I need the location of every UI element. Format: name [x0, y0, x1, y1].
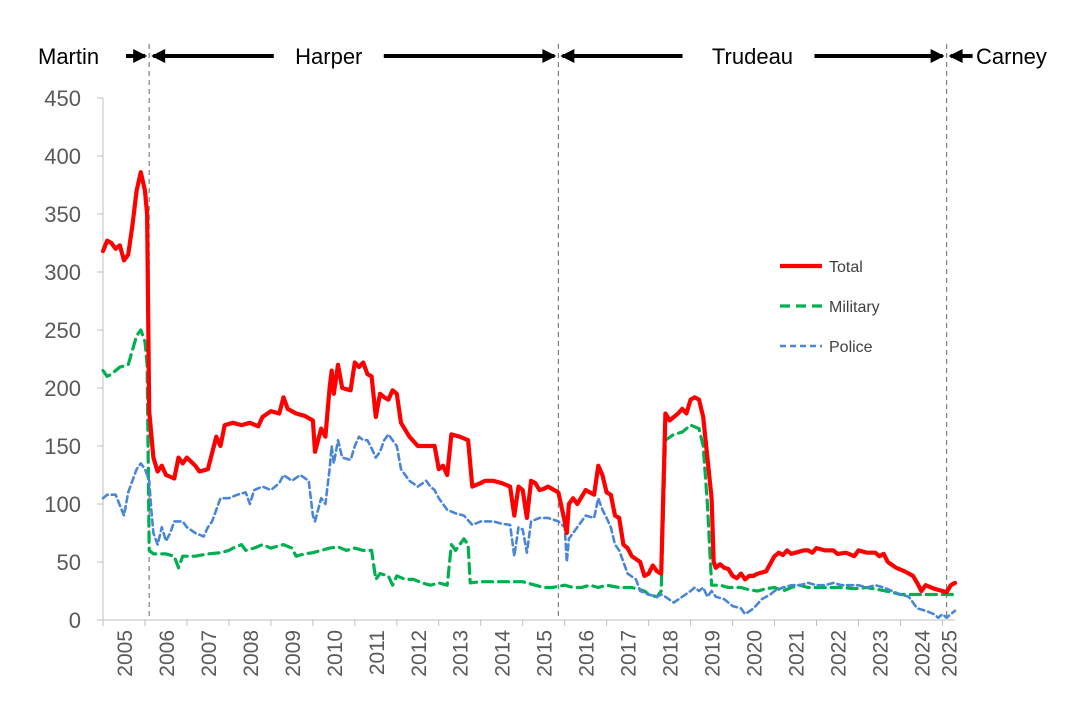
y-tick-label: 300: [44, 260, 81, 285]
y-tick-label: 0: [69, 608, 81, 633]
x-tick-label: 2005: [114, 630, 137, 677]
series-lines: [100, 170, 958, 620]
y-tick-label: 50: [57, 550, 81, 575]
y-tick-label: 150: [44, 434, 81, 459]
x-tick-label: 2016: [576, 630, 599, 677]
x-tick-label: 2007: [198, 630, 221, 677]
y-tick-label: 100: [44, 492, 81, 517]
era-annotations: Martin Harper Trudeau Carney: [38, 44, 1047, 620]
x-tick-label: 2019: [702, 630, 725, 677]
legend: Total Military Police: [780, 259, 880, 356]
era-label-harper: Harper: [295, 44, 362, 69]
x-tick-label: 2011: [366, 630, 389, 675]
era-arrowhead: [542, 49, 557, 63]
x-tick-label: 2017: [618, 630, 641, 677]
series-line-police: [101, 433, 957, 620]
y-tick-label: 200: [44, 376, 81, 401]
era-arrowhead: [560, 49, 575, 63]
era-arrowhead: [930, 49, 945, 63]
x-tick-label: 2006: [156, 630, 179, 677]
legend-label-police: Police: [829, 339, 873, 356]
era-label-trudeau: Trudeau: [712, 44, 793, 69]
era-arrowhead: [948, 49, 963, 63]
x-tick-label: 2012: [408, 630, 431, 677]
tick-labels: 0 50 100 150 200 250 300 350 400 450 2005 2006 2007 2…: [44, 86, 961, 677]
x-tick-label: 2018: [660, 630, 683, 677]
y-tick-label: 350: [44, 202, 81, 227]
x-tick-label: 2009: [282, 630, 305, 677]
era-arrowhead: [133, 49, 148, 63]
y-tick-label: 250: [44, 318, 81, 343]
axes: [102, 98, 955, 621]
x-tick-label: 2023: [869, 630, 892, 677]
x-tick-label: 2013: [450, 630, 473, 677]
x-tick-label: 2022: [827, 630, 850, 677]
y-tick-label: 400: [44, 144, 81, 169]
x-tick-label: 2021: [786, 630, 809, 677]
x-tick-label: 2014: [492, 630, 515, 677]
era-label-martin: Martin: [38, 44, 99, 69]
legend-label-total: Total: [829, 259, 863, 276]
era-arrowhead: [151, 49, 166, 63]
x-tick-label: 2024: [911, 630, 934, 677]
series-line-total: [100, 170, 958, 595]
x-tick-label: 2015: [534, 630, 557, 677]
x-tick-label: 2008: [240, 630, 263, 677]
x-tick-label: 2020: [744, 630, 767, 677]
x-tick-label: 2010: [324, 630, 347, 677]
series-line-military: [101, 328, 957, 599]
x-tick-label: 2025: [939, 630, 962, 677]
y-tick-label: 450: [44, 86, 81, 111]
legend-label-military: Military: [829, 299, 880, 316]
era-label-carney: Carney: [976, 44, 1047, 69]
